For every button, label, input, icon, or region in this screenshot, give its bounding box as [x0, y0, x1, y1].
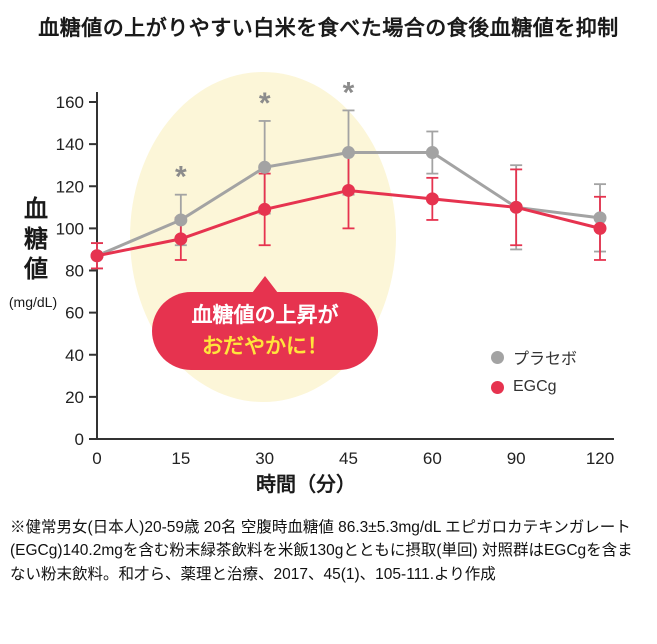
y-tick-label: 120 — [56, 177, 84, 196]
page-title: 血糖値の上がりやすい白米を食べた場合の食後血糖値を抑制 — [38, 17, 619, 40]
significance-marker: * — [343, 76, 355, 109]
y-tick-label: 40 — [65, 346, 84, 365]
data-point — [342, 146, 355, 160]
callout-line2: おだやかに！ — [202, 335, 328, 358]
footnote: ※健常男女(日本人)20-59歳 20名 空腹時血糖値 86.3±5.3mg/d… — [10, 519, 633, 583]
legend-label: プラセボ — [513, 351, 578, 368]
data-point — [258, 202, 272, 216]
chart-svg: 0 20 40 60 80 100 120 140 160 0 15 30 45 60 90 120 * * * — [56, 72, 614, 468]
significance-marker: * — [175, 161, 187, 194]
chart-area: 0 20 40 60 80 100 120 140 160 0 15 30 45 60 90 120 * * * 血… — [0, 50, 657, 502]
x-tick-label: 30 — [255, 449, 274, 468]
x-tick-label: 15 — [171, 449, 190, 468]
data-point — [593, 221, 607, 235]
callout-pointer — [252, 276, 278, 293]
y-axis-label: 血糖値 (mg/dL) — [0, 196, 66, 310]
legend-item-placebo: プラセボ — [491, 342, 577, 372]
y-tick-label: 60 — [65, 304, 84, 323]
data-point — [258, 160, 272, 174]
y-tick-label: 160 — [56, 93, 84, 112]
data-point — [425, 192, 439, 206]
data-point — [342, 183, 355, 197]
data-point — [425, 146, 439, 160]
legend-dot — [491, 380, 504, 394]
y-tick-label: 0 — [75, 430, 84, 449]
data-point — [90, 249, 104, 263]
legend-item-egcg: EGCg — [491, 372, 577, 402]
significance-marker: * — [259, 87, 271, 120]
data-point — [174, 213, 188, 227]
legend-label: EGCg — [513, 378, 557, 395]
x-axis-title: 時間（分） — [256, 474, 356, 496]
y-tick-label: 20 — [65, 388, 84, 407]
y-tick-label: 100 — [56, 219, 84, 238]
callout-line1: 血糖値の上昇が — [191, 303, 339, 327]
y-axis-title: 血糖値 — [19, 196, 47, 286]
x-tick-label: 60 — [423, 449, 442, 468]
y-tick-label: 80 — [65, 262, 84, 281]
legend-dot — [491, 350, 504, 364]
legend: プラセボ EGCg — [491, 342, 577, 402]
data-point — [593, 211, 607, 225]
data-point — [174, 232, 188, 246]
callout-bubble: 血糖値の上昇が おだやかに！ — [152, 276, 378, 370]
x-tick-label: 120 — [586, 449, 614, 468]
x-tick-label: 0 — [92, 449, 101, 468]
data-point — [509, 200, 523, 214]
x-tick-label: 45 — [339, 449, 358, 468]
y-tick-label: 140 — [56, 135, 84, 154]
x-tick-label: 90 — [507, 449, 526, 468]
y-axis-unit: (mg/dL) — [8, 294, 58, 310]
